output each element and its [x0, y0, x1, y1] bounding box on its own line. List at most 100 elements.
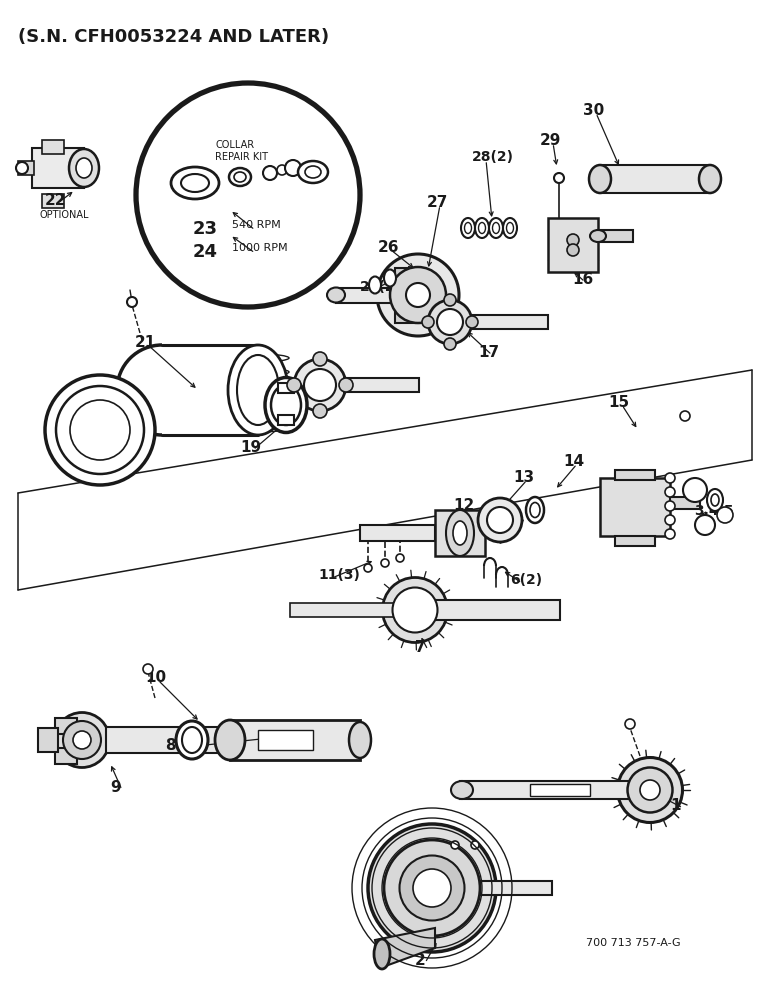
Text: COLLAR
REPAIR KIT: COLLAR REPAIR KIT: [215, 140, 268, 162]
Bar: [106, 727, 271, 753]
Ellipse shape: [265, 377, 307, 432]
Ellipse shape: [45, 375, 155, 485]
Ellipse shape: [55, 712, 110, 768]
Bar: [55, 718, 77, 734]
Ellipse shape: [349, 722, 371, 758]
Bar: [278, 415, 294, 425]
Circle shape: [16, 162, 28, 174]
Circle shape: [339, 378, 353, 392]
Text: 19: 19: [240, 440, 261, 455]
Bar: [42, 140, 64, 154]
Text: (S.N. CFH0053224 AND LATER): (S.N. CFH0053224 AND LATER): [18, 28, 329, 46]
Text: 7: 7: [415, 640, 425, 655]
Ellipse shape: [479, 223, 486, 233]
Bar: [432, 881, 552, 895]
Ellipse shape: [465, 223, 472, 233]
Text: 15: 15: [608, 395, 629, 410]
Ellipse shape: [70, 400, 130, 460]
Bar: [55, 748, 77, 764]
Circle shape: [695, 515, 715, 535]
Bar: [615, 536, 655, 546]
Circle shape: [683, 478, 707, 502]
Circle shape: [422, 316, 434, 328]
Ellipse shape: [392, 587, 438, 633]
Ellipse shape: [63, 721, 101, 759]
Ellipse shape: [176, 721, 208, 759]
Ellipse shape: [475, 218, 489, 238]
Circle shape: [313, 352, 327, 366]
Circle shape: [665, 487, 675, 497]
Ellipse shape: [526, 497, 544, 523]
Circle shape: [665, 473, 675, 483]
Ellipse shape: [478, 498, 522, 542]
Ellipse shape: [428, 300, 472, 344]
Ellipse shape: [171, 167, 219, 199]
Ellipse shape: [234, 172, 246, 182]
Circle shape: [665, 529, 675, 539]
Ellipse shape: [590, 230, 606, 242]
Circle shape: [277, 165, 287, 175]
Ellipse shape: [487, 507, 513, 533]
Ellipse shape: [530, 502, 540, 518]
Text: 25(2): 25(2): [360, 280, 402, 294]
Ellipse shape: [73, 731, 91, 749]
Text: 14: 14: [563, 454, 584, 469]
Text: 3,4,5: 3,4,5: [694, 504, 733, 518]
Bar: [258, 730, 313, 750]
Text: 24: 24: [193, 243, 218, 261]
Bar: [230, 720, 360, 760]
Ellipse shape: [228, 345, 288, 435]
Text: 30: 30: [583, 103, 604, 118]
Circle shape: [567, 244, 579, 256]
Circle shape: [263, 166, 277, 180]
Ellipse shape: [215, 720, 245, 760]
Text: OPTIONAL: OPTIONAL: [40, 210, 90, 220]
Circle shape: [554, 173, 564, 183]
Text: 1: 1: [670, 798, 680, 813]
Ellipse shape: [304, 369, 336, 401]
Ellipse shape: [506, 223, 513, 233]
Text: 11(3): 11(3): [318, 568, 360, 582]
Bar: [32, 148, 84, 188]
Bar: [18, 161, 34, 175]
Ellipse shape: [368, 824, 496, 952]
Bar: [278, 383, 294, 393]
Bar: [460, 781, 655, 799]
Ellipse shape: [451, 781, 473, 799]
Ellipse shape: [707, 489, 723, 511]
Bar: [548, 218, 598, 272]
Ellipse shape: [229, 168, 251, 186]
Text: 28(2): 28(2): [472, 150, 514, 164]
Circle shape: [466, 316, 478, 328]
Circle shape: [717, 507, 733, 523]
Circle shape: [680, 411, 690, 421]
Circle shape: [567, 234, 579, 246]
Text: 8: 8: [165, 738, 175, 753]
Circle shape: [313, 404, 327, 418]
Text: 18: 18: [265, 400, 286, 415]
Ellipse shape: [374, 939, 390, 969]
Ellipse shape: [181, 174, 209, 192]
Circle shape: [471, 841, 479, 849]
Ellipse shape: [446, 510, 474, 556]
Text: 16: 16: [572, 272, 593, 287]
Bar: [600, 478, 670, 536]
Polygon shape: [375, 928, 435, 968]
Ellipse shape: [437, 309, 463, 335]
Ellipse shape: [489, 218, 503, 238]
Text: 20: 20: [75, 440, 96, 455]
Ellipse shape: [628, 768, 672, 812]
Ellipse shape: [237, 355, 279, 425]
Ellipse shape: [384, 269, 396, 286]
Bar: [344, 378, 419, 392]
Circle shape: [625, 719, 635, 729]
Text: 700 713 757-A-G: 700 713 757-A-G: [586, 938, 681, 948]
Circle shape: [364, 564, 372, 572]
Ellipse shape: [271, 385, 301, 425]
Ellipse shape: [618, 758, 682, 822]
Bar: [290, 603, 415, 617]
Text: 13: 13: [513, 470, 534, 485]
Bar: [38, 728, 58, 752]
Ellipse shape: [76, 158, 92, 178]
Text: 26: 26: [378, 240, 399, 255]
